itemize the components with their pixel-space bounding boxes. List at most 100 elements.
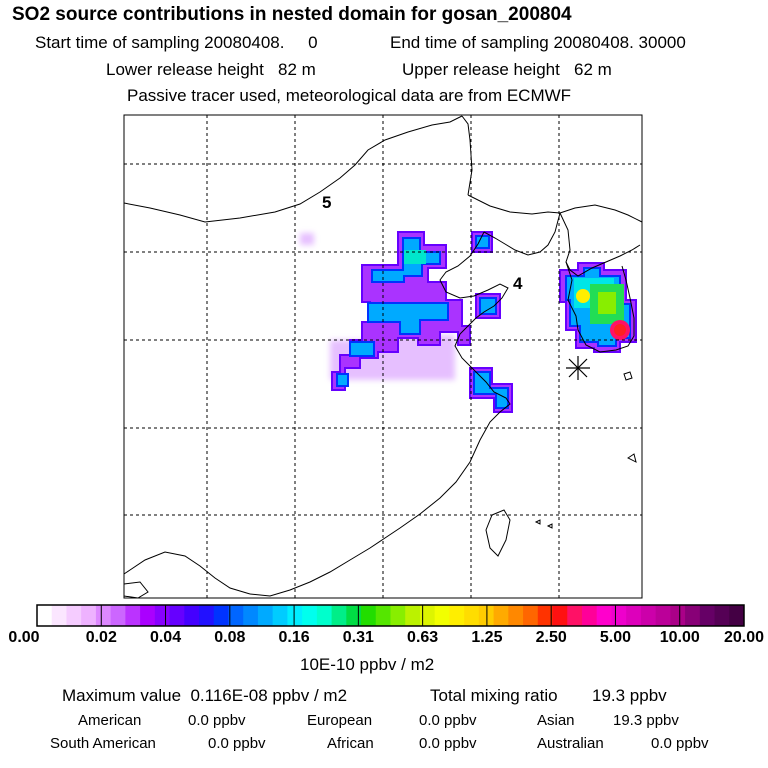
- colorbar-cell: [184, 605, 200, 626]
- colorbar-cell: [685, 605, 701, 626]
- coast-north-korea: [559, 212, 641, 277]
- colorbar-cell: [140, 605, 156, 626]
- region-value: 0.0 ppbv: [651, 735, 709, 752]
- coast-hainan: [123, 581, 149, 599]
- region-name: European: [307, 712, 373, 729]
- border-russia: [559, 204, 643, 223]
- colorbar-cell: [125, 605, 141, 626]
- page-title: SO2 source contributions in nested domai…: [12, 4, 572, 25]
- border-north: [123, 115, 463, 223]
- sampling-end: End time of sampling 20080408. 30000: [390, 33, 686, 52]
- colorbar-cell: [449, 605, 465, 626]
- colorbar-cell: [640, 605, 657, 626]
- coast-liaodong: [483, 212, 561, 256]
- colorbar-cell: [95, 605, 112, 626]
- map-grid: [124, 115, 642, 598]
- colorbar-cell: [213, 605, 229, 626]
- source-plumes: [300, 231, 637, 413]
- coast-island: [534, 519, 541, 525]
- plume-main-core-d: [336, 373, 349, 387]
- colorbar-cell: [567, 605, 583, 626]
- colorbar-tick-label: 0.02: [85, 629, 117, 646]
- plume-main-core-b: [367, 302, 449, 335]
- region-value: 0.0 ppbv: [419, 712, 477, 729]
- border-manchuria: [467, 194, 561, 215]
- colorbar-cell: [81, 605, 97, 626]
- colorbar-cell: [51, 605, 67, 626]
- coast-south-korea: [565, 261, 635, 353]
- colorbar-cell: [287, 605, 303, 626]
- region-value: 0.0 ppbv: [188, 712, 246, 729]
- colorbar-tick-label: 20.00: [723, 629, 765, 646]
- coastlines: [123, 115, 643, 599]
- plume-korea-lime: [598, 292, 616, 314]
- colorbar-cell: [243, 605, 259, 626]
- total-mixing-value: 19.3 ppbv: [592, 686, 667, 705]
- border-northeast: [461, 115, 473, 196]
- tracer-note: Passive tracer used, meteorological data…: [127, 86, 572, 105]
- colorbar-cell: [714, 605, 730, 626]
- colorbar-cell: [257, 605, 274, 626]
- colorbar-cell: [508, 605, 524, 626]
- colorbar-cell: [361, 605, 377, 626]
- colorbar-cell: [537, 605, 554, 626]
- colorbar-tick-label: 0.16: [278, 629, 310, 646]
- plume-hot-cyan-1: [404, 250, 426, 264]
- colorbar-cell: [331, 605, 347, 626]
- coast-china-east: [249, 231, 511, 597]
- region-name: Australian: [537, 735, 604, 752]
- colorbar-cell: [611, 605, 627, 626]
- colorbar-frame: [36, 604, 745, 627]
- total-mixing-label: Total mixing ratio: [430, 686, 558, 705]
- colorbar-cell: [581, 605, 598, 626]
- region-name: Asian: [537, 712, 575, 729]
- region-name: African: [327, 735, 374, 752]
- region-value: 0.0 ppbv: [419, 735, 477, 752]
- colorbar-cell: [493, 605, 509, 626]
- colorbar-cell: [552, 605, 568, 626]
- colorbar-cell: [199, 605, 215, 626]
- plume-korea-red: [614, 324, 626, 336]
- coast-island: [623, 371, 633, 381]
- plume-shandong-core: [479, 297, 497, 315]
- colorbar-cell: [272, 605, 288, 626]
- coast-taiwan: [485, 509, 511, 557]
- max-value: Maximum value 0.116E-08 ppbv / m2: [62, 686, 348, 705]
- colorbar-cell: [434, 605, 450, 626]
- colorbar-tick-label: 0.00: [8, 629, 40, 646]
- colorbar-cell: [419, 605, 436, 626]
- colorbar-dividers: [100, 605, 681, 626]
- colorbar-tick-label: 0.63: [407, 629, 439, 646]
- colorbar-tick-label: 0.04: [149, 629, 182, 646]
- coast-island: [546, 523, 553, 529]
- region-value: 0.0 ppbv: [208, 735, 266, 752]
- colorbar-cell: [110, 605, 126, 626]
- region-label: 5: [322, 193, 331, 212]
- colorbar-cell: [228, 605, 244, 626]
- plume-korea-yellow: [576, 289, 590, 303]
- colorbar-units: 10E-10 ppbv / m2: [300, 655, 435, 674]
- colorbar-cell: [523, 605, 539, 626]
- colorbar-cell: [699, 605, 716, 626]
- colorbar-cell: [464, 605, 480, 626]
- coast-island: [627, 453, 637, 463]
- colorbar-cell: [405, 605, 421, 626]
- colorbar-cell: [375, 605, 391, 626]
- colorbar-tick-label: 0.31: [342, 629, 374, 646]
- colorbar-tick-label: 1.25: [471, 629, 503, 646]
- colorbar-cell: [66, 605, 82, 626]
- sampling-start: Start time of sampling 20080408. 0: [35, 33, 318, 52]
- colorbar-cell: [670, 605, 686, 626]
- map-frame: [123, 114, 643, 599]
- colorbar-tick-label: 10.00: [659, 629, 700, 646]
- colorbar: [36, 604, 745, 627]
- plume-main-core-c: [349, 341, 375, 357]
- release-upper: Upper release height 62 m: [402, 60, 612, 79]
- colorbar-cell: [729, 605, 745, 626]
- plume-ne-core: [475, 235, 490, 249]
- colorbar-cell: [316, 605, 333, 626]
- colorbar-tick-label: 5.00: [599, 629, 632, 646]
- colorbar-tick-label: 2.50: [535, 629, 567, 646]
- colorbar-cells: [37, 605, 745, 626]
